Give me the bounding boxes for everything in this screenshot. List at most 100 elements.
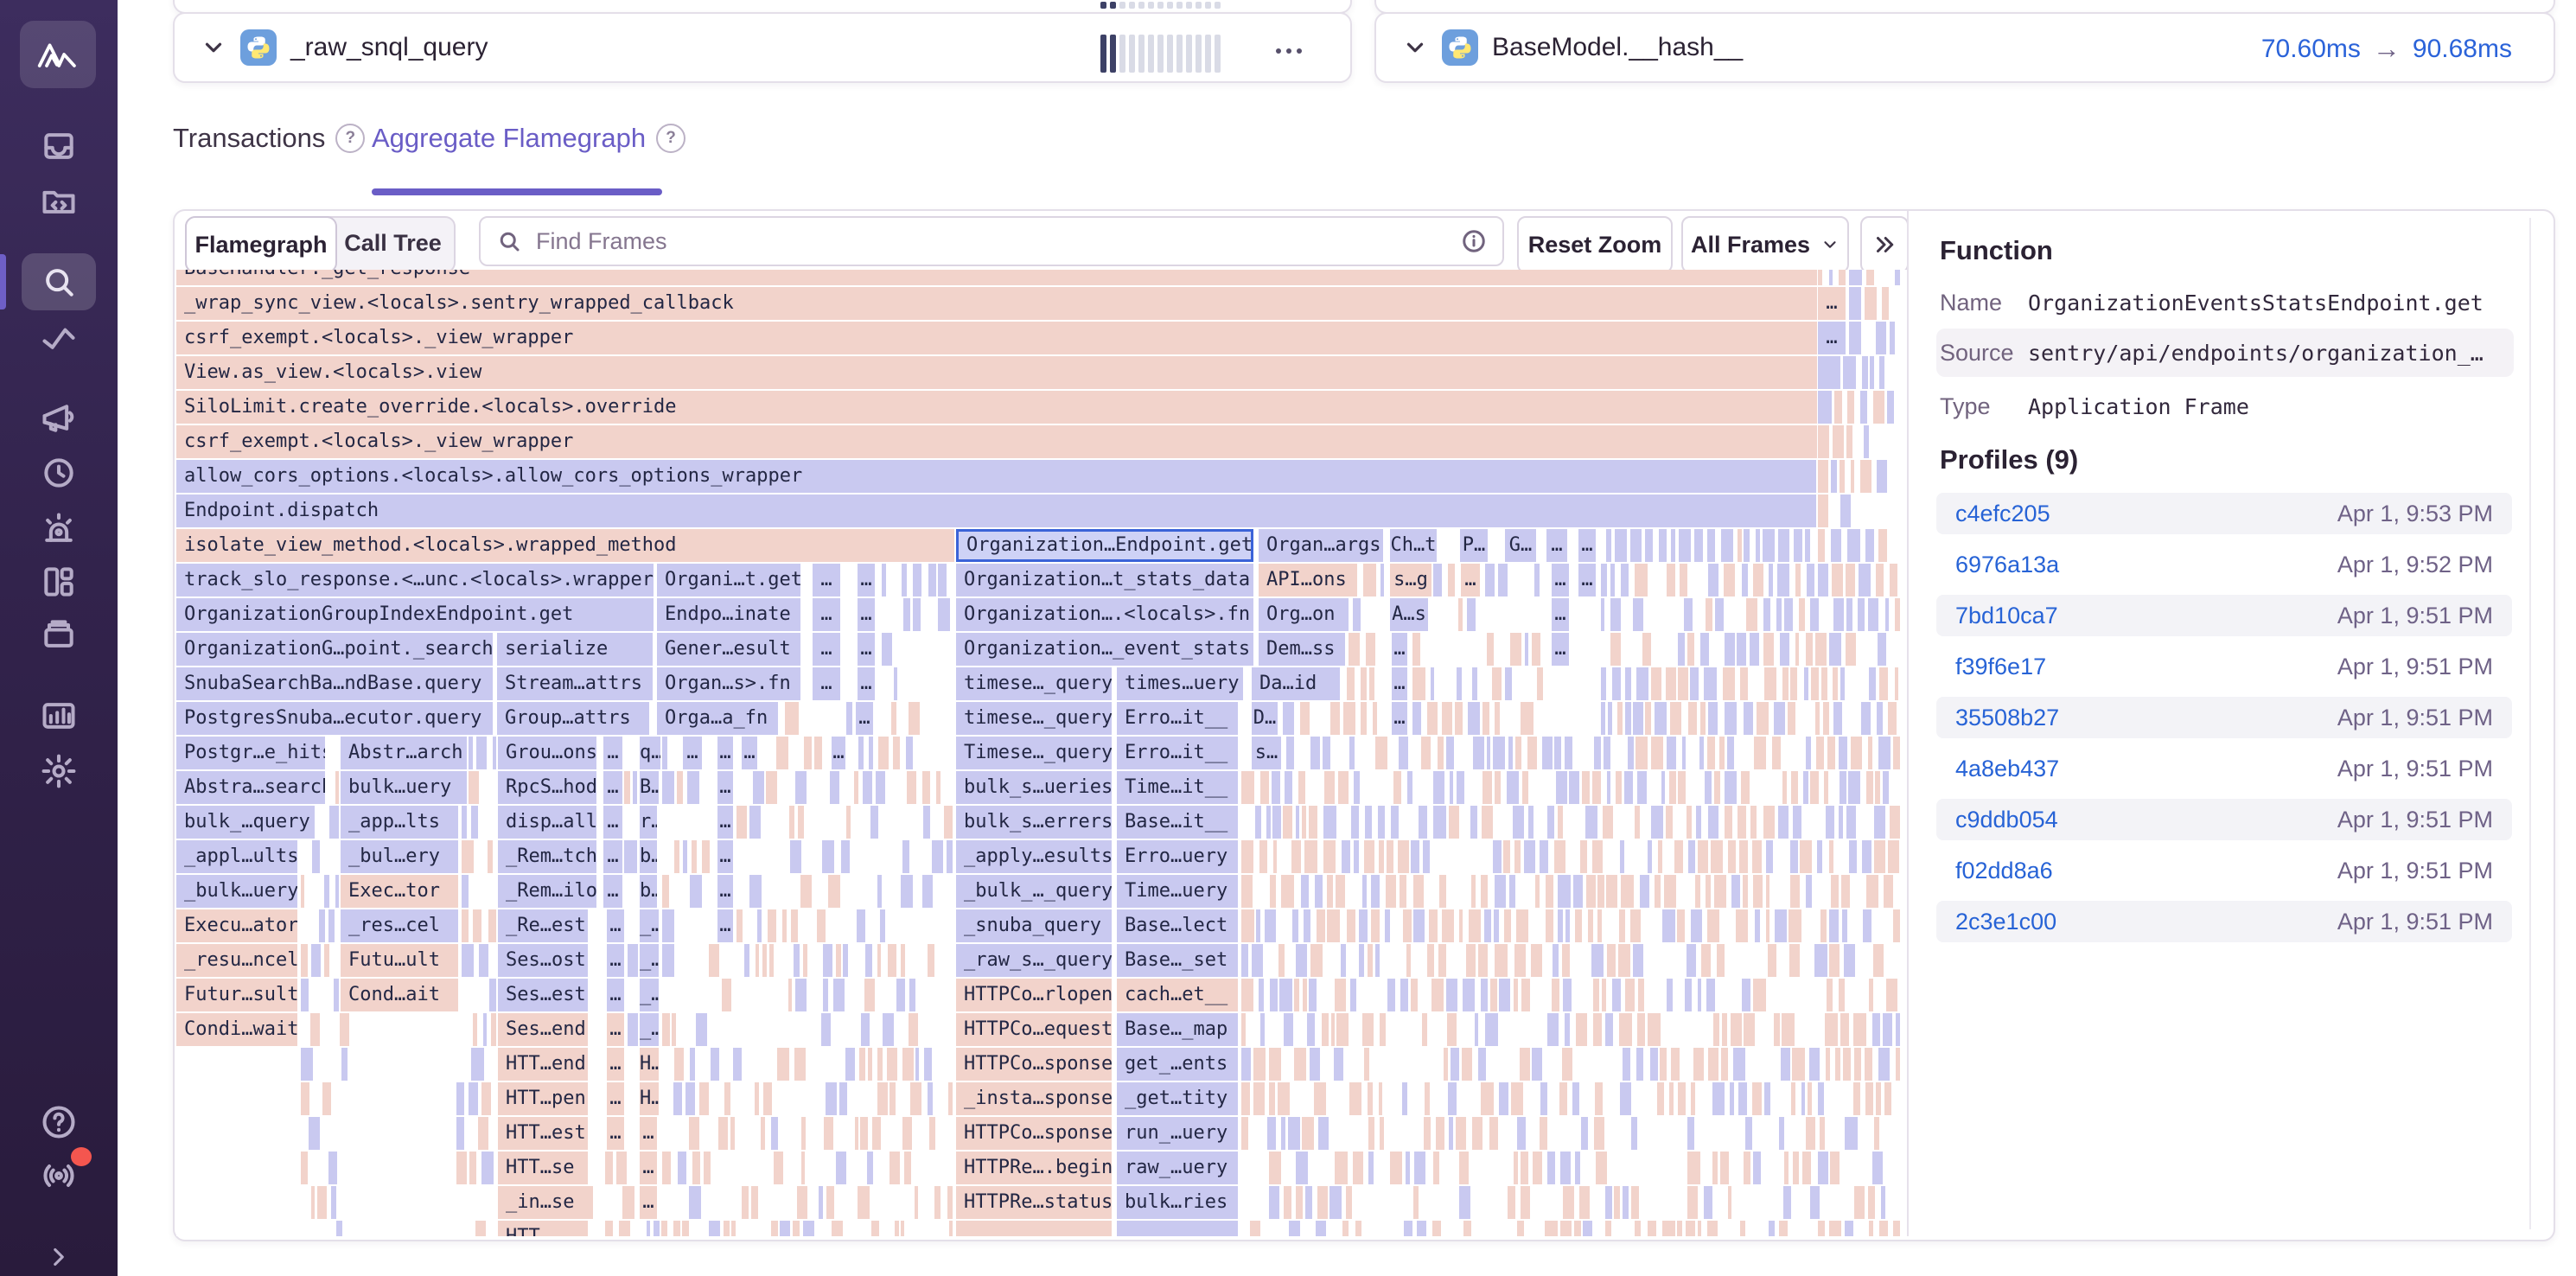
profile-link[interactable]: 6976a13a (1955, 551, 2060, 577)
flame-frame[interactable]: bulk_…query (176, 806, 315, 839)
sidebar-item-issues[interactable] (0, 120, 118, 172)
profile-link[interactable]: f39f6e17 (1955, 653, 2047, 679)
sidebar-item-stats[interactable] (0, 690, 118, 742)
flame-frame[interactable]: Organization…_event_stats (956, 633, 1253, 666)
flame-frame[interactable]: … (1552, 633, 1569, 666)
flame-frame[interactable]: _raw_s…_query (956, 944, 1112, 977)
flame-frame[interactable]: Postgr…e_hits (176, 737, 325, 769)
profile-row[interactable]: 2c3e1c00 Apr 1, 9:51 PM (1936, 901, 2512, 942)
flame-frame[interactable]: … (1578, 564, 1596, 597)
sidebar-item-whats-new[interactable] (0, 1150, 118, 1202)
flame-frame[interactable]: API…ons (1259, 564, 1357, 597)
flame-frame[interactable]: _bulk_…_query (956, 875, 1112, 908)
flame-frame[interactable]: … (858, 598, 875, 631)
flame-frame[interactable]: … (603, 806, 622, 839)
flame-frame[interactable]: BaseHandler._get_response (176, 270, 1817, 285)
flame-frame[interactable]: … (603, 771, 622, 804)
duration-after[interactable]: 90.68ms (2412, 34, 2512, 63)
flame-frame[interactable]: Futur…sult (176, 979, 297, 1011)
flame-frame[interactable]: Timese…_query (956, 737, 1112, 769)
flame-frame[interactable]: Dem…ss (1259, 633, 1345, 666)
duration-before[interactable]: 70.60ms (2260, 34, 2361, 63)
flame-frame[interactable]: Stream…attrs (497, 667, 653, 700)
tab-transactions[interactable]: Transactions ? (173, 123, 366, 154)
sidebar-item-search[interactable] (0, 256, 118, 308)
flame-frame[interactable]: Base…_map (1117, 1013, 1238, 1046)
help-question-icon[interactable]: ? (656, 124, 686, 153)
profile-link[interactable]: 7bd10ca7 (1955, 602, 2058, 628)
flame-frame[interactable]: Organization…t_stats_data (956, 564, 1253, 597)
flame-frame[interactable]: … (717, 771, 733, 804)
sidebar-item-alerts[interactable] (0, 503, 118, 555)
search-input[interactable] (534, 226, 1449, 256)
flame-frame[interactable]: _… (640, 979, 659, 1011)
flame-frame[interactable]: run_…uery (1117, 1117, 1238, 1150)
flame-frame[interactable]: raw_…uery (1117, 1152, 1238, 1184)
flame-frame[interactable]: Endpo…inate (657, 598, 800, 631)
flame-frame[interactable]: HTT…est (498, 1117, 588, 1150)
flame-frame[interactable]: … (603, 737, 622, 769)
flame-frame[interactable] (1849, 287, 1861, 320)
profile-row[interactable]: 6976a13a Apr 1, 9:52 PM (1936, 544, 2512, 585)
flame-frame[interactable] (785, 702, 799, 735)
flame-frame[interactable]: _in…se (498, 1186, 593, 1219)
frames-filter-dropdown[interactable]: All Frames (1681, 216, 1849, 273)
flame-frame[interactable]: … (717, 909, 733, 942)
flame-frame[interactable]: _insta…sponse (956, 1082, 1112, 1115)
flame-frame[interactable]: … (1818, 322, 1846, 354)
flame-frame[interactable]: _… (640, 944, 659, 977)
flame-frame[interactable]: _Re…est (498, 909, 588, 942)
flame-frame[interactable]: … (607, 909, 624, 942)
sidebar-item-explore[interactable] (0, 175, 118, 226)
flame-frame[interactable]: Base…lect (1117, 909, 1238, 942)
flame-frame[interactable]: View.as_view.<locals>.view (176, 356, 1817, 389)
flame-frame[interactable]: s…g (1390, 564, 1431, 597)
profile-row[interactable]: f39f6e17 Apr 1, 9:51 PM (1936, 646, 2512, 687)
flame-frame[interactable]: b… (640, 875, 657, 908)
flame-frame[interactable]: … (1552, 564, 1569, 597)
flame-frame[interactable]: timese…_query (956, 667, 1112, 700)
profile-row[interactable]: 4a8eb437 Apr 1, 9:51 PM (1936, 748, 2512, 789)
flame-frame[interactable]: P… (1460, 529, 1488, 562)
flame-frame[interactable]: HTTPCo…sponse (956, 1117, 1112, 1150)
flame-frame[interactable]: … (607, 1117, 624, 1150)
panel-scroll-track[interactable] (2529, 218, 2531, 1229)
flame-frame[interactable] (1117, 1221, 1238, 1236)
flame-frame[interactable]: csrf_exempt.<locals>._view_wrapper (176, 425, 1817, 458)
flame-frame[interactable]: Abstra…search (176, 771, 325, 804)
flame-frame[interactable]: Ch…t (1390, 529, 1437, 562)
flame-frame[interactable]: … (813, 564, 840, 597)
flame-frame[interactable]: … (1392, 633, 1407, 666)
profile-link[interactable]: c9ddb054 (1955, 806, 2058, 833)
flame-frame[interactable]: … (607, 1082, 624, 1115)
segment-flamegraph[interactable]: Flamegraph (185, 216, 337, 273)
flame-frame[interactable]: … (1578, 529, 1596, 562)
flame-frame[interactable]: _resu…ncel (176, 944, 297, 977)
flame-frame[interactable]: Org…on (1259, 598, 1349, 631)
flame-frame[interactable]: HTTPCo…sponse (956, 1048, 1112, 1081)
mini-bar-chart[interactable] (1100, 35, 1221, 73)
flame-frame[interactable]: … (1461, 564, 1480, 597)
profile-link[interactable]: 2c3e1c00 (1955, 908, 2057, 935)
sidebar-item-replays[interactable] (0, 447, 118, 499)
flame-frame[interactable] (956, 1221, 1112, 1236)
flame-frame[interactable]: SiloLimit.create_override.<locals>.overr… (176, 391, 1817, 424)
tab-aggregate-flamegraph[interactable]: Aggregate Flamegraph ? (372, 123, 686, 154)
profile-link[interactable]: f02dd8a6 (1955, 857, 2053, 884)
flame-frame[interactable]: RpcS…hod (498, 771, 596, 804)
flame-frame[interactable]: … (813, 633, 840, 666)
sidebar-item-help[interactable] (0, 1096, 118, 1148)
flame-frame[interactable]: OrganizationG…point._search (176, 633, 493, 666)
flame-frame[interactable]: Time…uery (1117, 875, 1238, 908)
ellipsis-menu-button[interactable] (1276, 48, 1302, 54)
flame-frame[interactable]: … (813, 598, 840, 631)
flame-frame[interactable]: … (1552, 598, 1569, 631)
flame-frame[interactable]: … (603, 875, 622, 908)
flame-frame[interactable]: … (717, 737, 733, 769)
flame-frame[interactable]: … (607, 979, 624, 1011)
flame-frame[interactable]: _apply…esults (956, 840, 1112, 873)
profile-row[interactable]: f02dd8a6 Apr 1, 9:51 PM (1936, 850, 2512, 891)
flame-frame[interactable]: allow_cors_options.<locals>.allow_cors_o… (176, 460, 1816, 493)
flame-frame[interactable]: Ses…est (498, 979, 588, 1011)
flame-frame[interactable]: … (1392, 667, 1407, 700)
